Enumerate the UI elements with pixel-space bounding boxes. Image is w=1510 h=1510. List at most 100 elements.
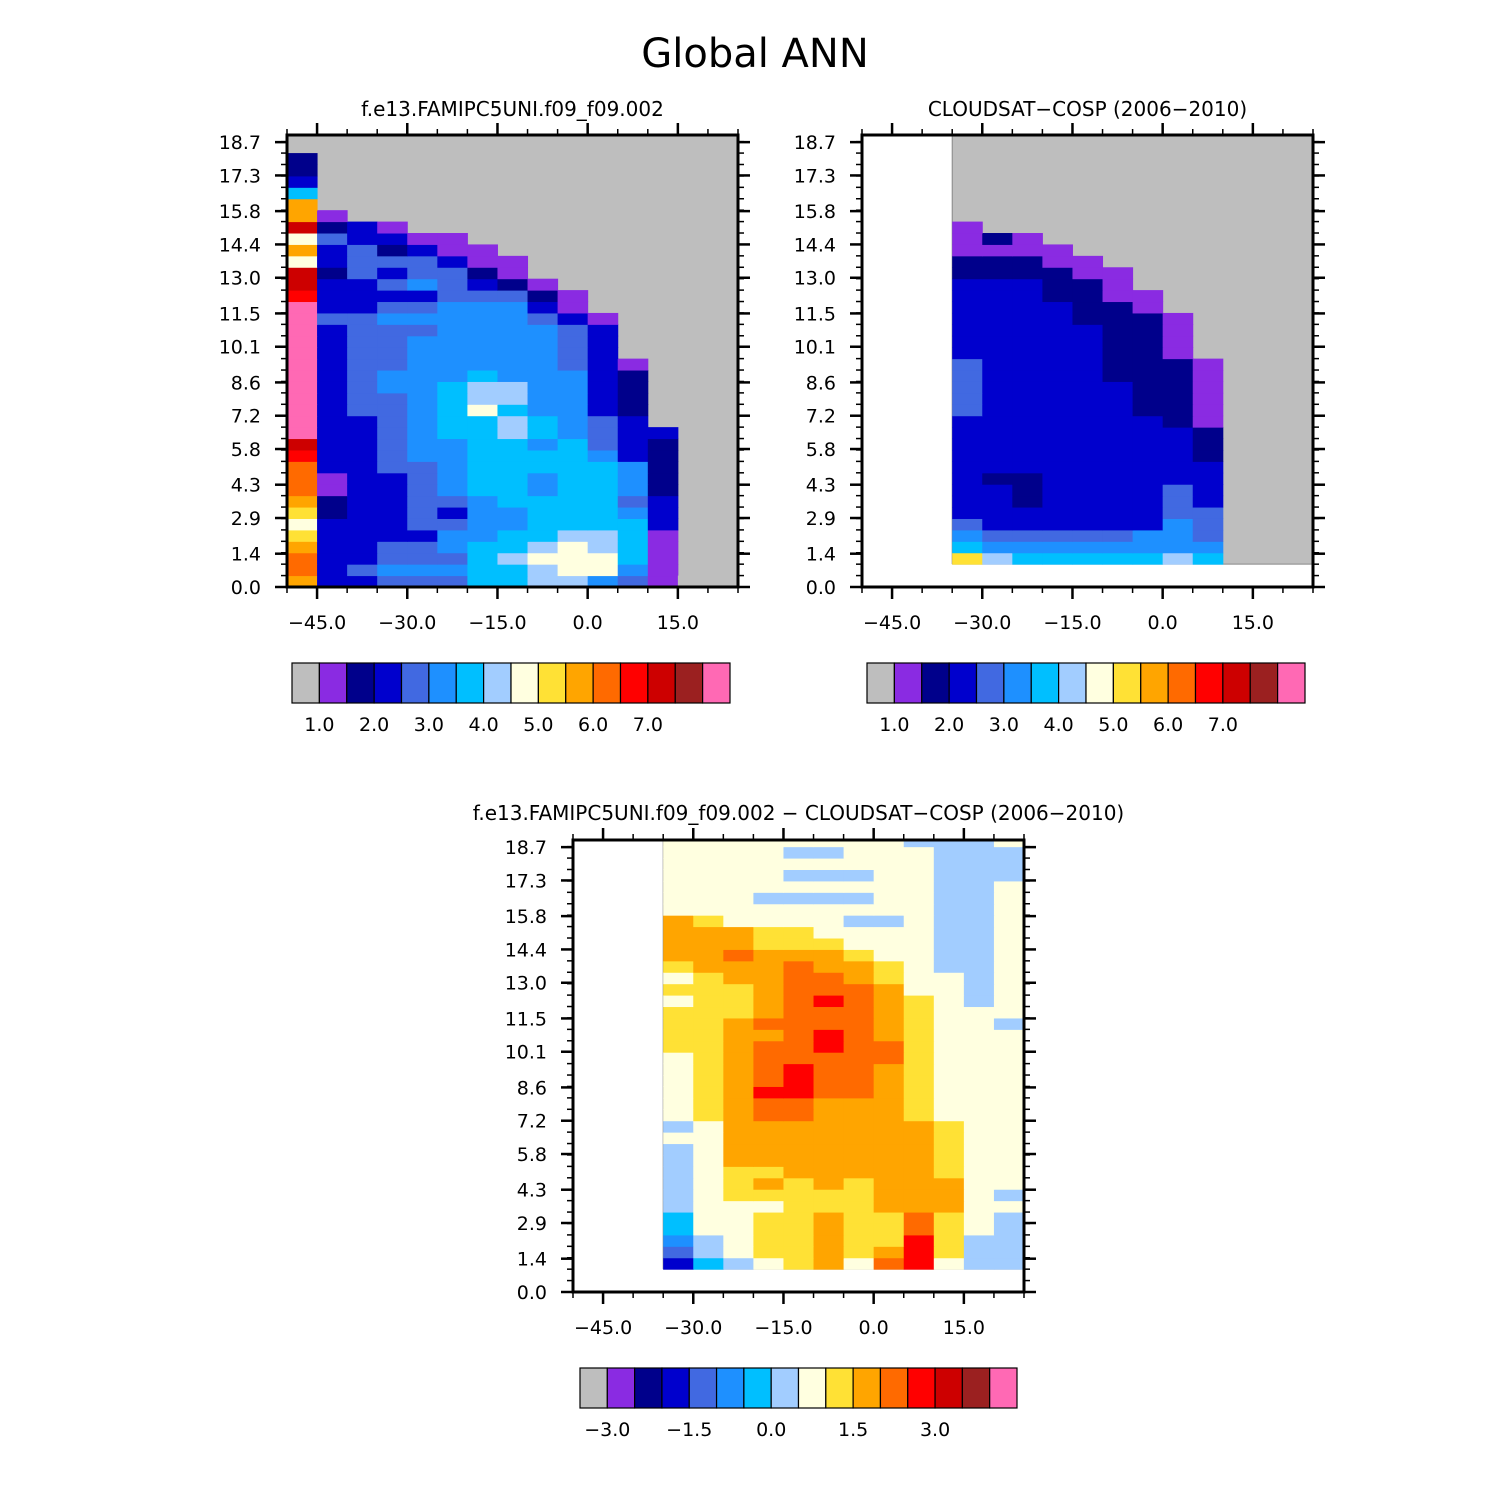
heatmap-cell [407, 347, 438, 360]
heatmap-cell [663, 983, 694, 996]
heatmap-cell [952, 381, 983, 394]
heatmap-cell [843, 1109, 875, 1122]
heatmap-cell [693, 1234, 724, 1247]
y-tick-label: 7.2 [806, 406, 836, 428]
heatmap-cell [467, 427, 498, 440]
x-tick-label: −30.0 [664, 1317, 722, 1339]
heatmap-cell [963, 1143, 995, 1156]
heatmap-cell [287, 507, 318, 519]
heatmap-cell [1072, 392, 1104, 405]
heatmap-cell [1102, 552, 1134, 565]
heatmap-cell [347, 507, 378, 519]
heatmap-cell [497, 381, 529, 394]
heatmap-cell [873, 1017, 905, 1030]
heatmap-cell [287, 233, 318, 245]
heatmap-cell [783, 1075, 815, 1087]
colorbar-swatch [455, 662, 485, 704]
heatmap-cell [1162, 324, 1194, 337]
heatmap-cell [1132, 358, 1164, 371]
heatmap-cell [753, 858, 784, 870]
heatmap-cell [843, 1052, 875, 1065]
heatmap-cell [1012, 358, 1043, 371]
heatmap-cell [437, 324, 468, 337]
heatmap-cell [557, 381, 589, 394]
heatmap-cell [813, 1063, 845, 1076]
heatmap-cell [723, 1257, 754, 1270]
heatmap-cell [497, 472, 529, 485]
heatmap-cell [1192, 552, 1224, 565]
heatmap-cell [903, 1097, 935, 1110]
heatmap-cell [873, 960, 905, 973]
heatmap-cell [903, 960, 935, 973]
heatmap-cell [952, 484, 983, 497]
heatmap-cell [467, 552, 498, 565]
colorbar-swatch [537, 662, 567, 704]
heatmap-cell [1012, 484, 1043, 497]
heatmap-cell [873, 1086, 905, 1099]
heatmap-cell [982, 529, 1013, 542]
heatmap-cell [963, 915, 995, 928]
colorbar-swatch [825, 1367, 854, 1409]
heatmap-cell [407, 381, 438, 394]
heatmap-cell [437, 392, 468, 405]
heatmap-cell [1072, 552, 1104, 565]
colorbar-swatch [688, 1367, 718, 1409]
heatmap-cell [663, 1052, 694, 1065]
heatmap-cell [1072, 415, 1104, 428]
heatmap-cell [287, 575, 318, 588]
heatmap-cell [317, 472, 348, 485]
heatmap-cell [873, 1063, 905, 1076]
heatmap-cell [993, 880, 1025, 893]
heatmap-cell [407, 461, 438, 474]
heatmap-cell [753, 1109, 784, 1122]
y-tick-label: 1.4 [806, 544, 836, 566]
heatmap-cell [873, 1006, 905, 1019]
x-tick-label: −15.0 [754, 1317, 812, 1339]
heatmap-cell [377, 552, 408, 565]
heatmap-cell [377, 324, 408, 337]
heatmap-cell [693, 926, 724, 939]
heatmap-cell [993, 915, 1025, 928]
heatmap-cell [873, 1052, 905, 1065]
x-tick-label: 15.0 [1232, 612, 1274, 634]
heatmap-cell [1132, 381, 1164, 394]
heatmap-cell [347, 427, 378, 440]
heatmap-cell [1072, 255, 1104, 268]
colorbar-swatch [743, 1367, 772, 1409]
heatmap-cell [963, 1040, 995, 1053]
heatmap-cell [1132, 404, 1164, 417]
heatmap-cell [317, 461, 348, 474]
heatmap-cell [843, 1097, 875, 1110]
heatmap-cell [993, 1132, 1025, 1145]
colorbar-swatch [1194, 662, 1224, 704]
heatmap-cell [813, 1075, 845, 1087]
heatmap-cell [527, 472, 559, 485]
heatmap-cell [287, 164, 318, 177]
heatmap-cell [617, 438, 649, 451]
heatmap-cell [1102, 290, 1134, 303]
heatmap-cell [437, 507, 468, 519]
heatmap-cell [437, 449, 468, 462]
heatmap-cell [377, 404, 408, 417]
heatmap-cell [437, 529, 468, 542]
colorbar-swatch [948, 662, 978, 704]
heatmap-cell [1132, 449, 1164, 462]
heatmap-cell [903, 1246, 935, 1259]
heatmap-cell [1012, 427, 1043, 440]
colorbar: 1.0 2.0 3.0 4.0 5.0 6.0 7.0 [866, 662, 1306, 736]
heatmap-cell [753, 1052, 784, 1065]
heatmap-cell [723, 892, 754, 905]
y-tick-label: 8.6 [231, 372, 261, 394]
y-axis: 0.0 1.4 2.9 4.3 5.8 7.2 8.6 10.1 11.5 13.0 14.4 15.… [794, 132, 1325, 599]
heatmap-cell [873, 880, 905, 893]
heatmap-cell [843, 1006, 875, 1019]
heatmap-cell [1132, 495, 1164, 508]
heatmap-cell [1192, 484, 1224, 497]
x-tick-label: 15.0 [943, 1317, 985, 1339]
heatmap-cell [783, 1017, 815, 1030]
heatmap-cell [377, 233, 408, 245]
heatmap-cell [557, 415, 589, 428]
heatmap-cell [317, 233, 348, 245]
heatmap-cell [587, 552, 619, 565]
heatmap-cell [1192, 370, 1224, 382]
